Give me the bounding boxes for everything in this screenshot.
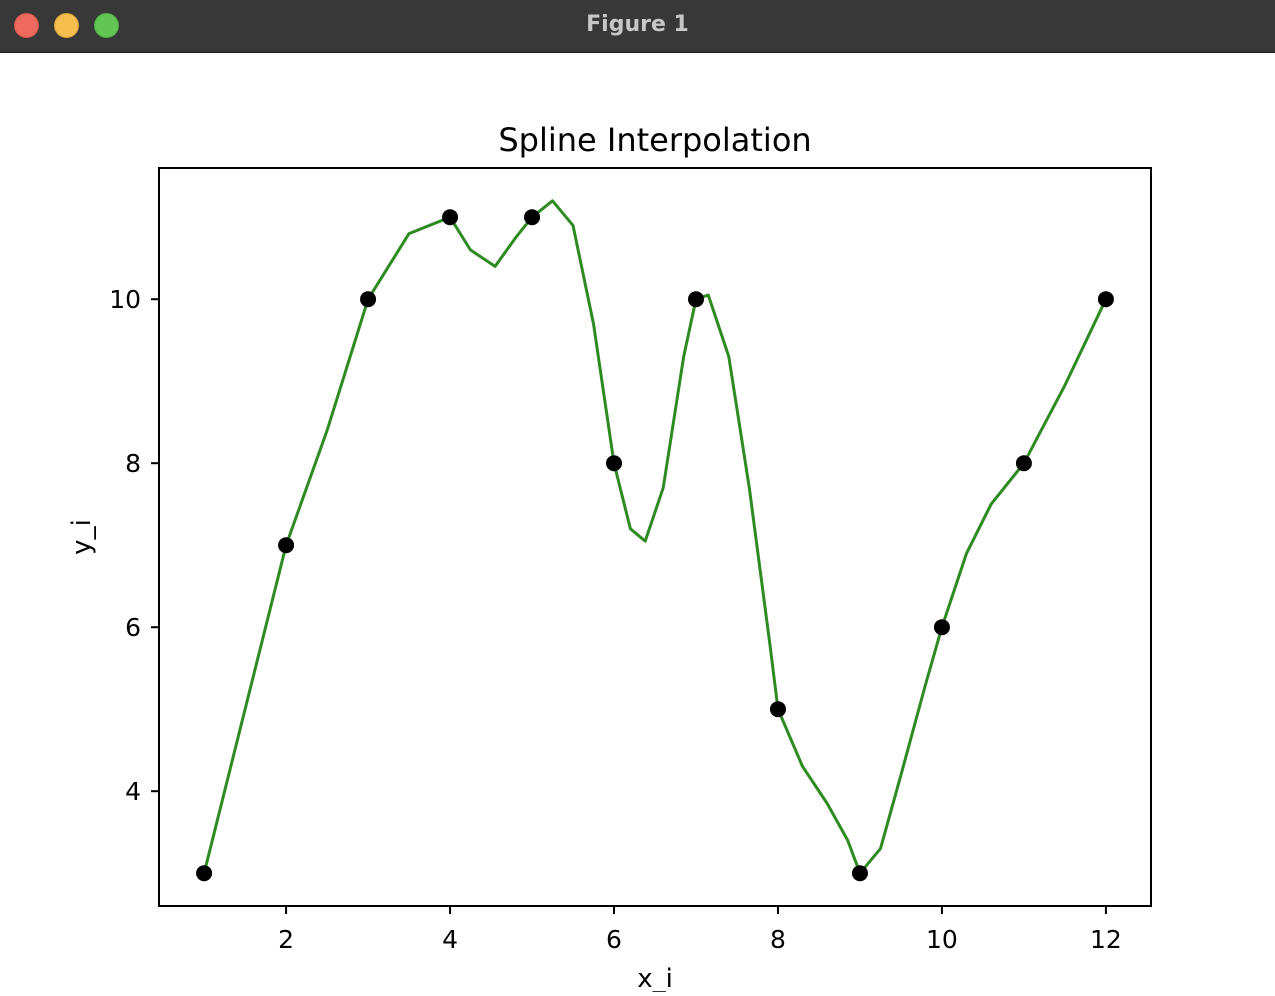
data-point bbox=[442, 209, 459, 226]
x-tick-label: 6 bbox=[606, 925, 622, 954]
y-tick-label: 8 bbox=[125, 449, 141, 478]
data-point bbox=[1097, 291, 1114, 308]
x-tick-label: 2 bbox=[278, 925, 294, 954]
data-point bbox=[933, 619, 950, 636]
data-point bbox=[1015, 455, 1032, 472]
data-point bbox=[687, 291, 704, 308]
x-axis-label: x_i bbox=[637, 964, 673, 992]
data-point bbox=[606, 455, 623, 472]
data-point bbox=[278, 537, 295, 554]
plot-frame bbox=[158, 167, 1152, 907]
data-point bbox=[851, 865, 868, 882]
x-tick-label: 4 bbox=[442, 925, 458, 954]
data-point bbox=[196, 865, 213, 882]
data-point bbox=[524, 209, 541, 226]
y-tick-label: 6 bbox=[125, 613, 141, 642]
chart: Spline Interpolation x_i y_i 2 4 6 8 10 12 4 6 8… bbox=[67, 121, 1152, 994]
x-tick-label: 12 bbox=[1090, 925, 1122, 954]
x-tick-label: 8 bbox=[770, 925, 786, 954]
figure-canvas: Spline Interpolation x_i y_i 2 4 6 8 10 12 4 6 8… bbox=[0, 53, 1275, 994]
y-tick-label: 4 bbox=[125, 777, 141, 806]
minimize-button[interactable] bbox=[54, 13, 79, 38]
data-point bbox=[769, 701, 786, 718]
data-point bbox=[360, 291, 377, 308]
close-button[interactable] bbox=[14, 13, 39, 38]
y-tick-label: 10 bbox=[109, 285, 141, 314]
chart-title: Spline Interpolation bbox=[498, 121, 811, 159]
spline-curve-0 bbox=[202, 199, 1108, 875]
x-tick-label: 10 bbox=[926, 925, 958, 954]
window-titlebar: Figure 1 bbox=[0, 0, 1275, 53]
y-axis-label: y_i bbox=[67, 519, 97, 555]
window-title: Figure 1 bbox=[586, 12, 689, 37]
maximize-button[interactable] bbox=[94, 13, 119, 38]
